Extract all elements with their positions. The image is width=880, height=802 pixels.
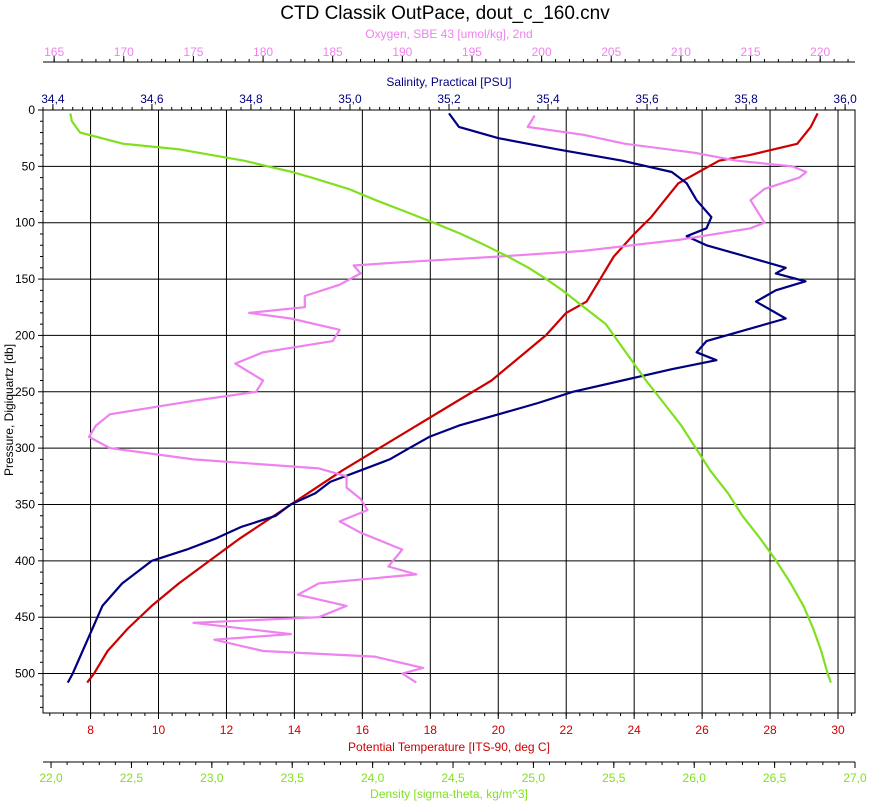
oxygen-axis: 165 170 175 180 185 190 195 200 205 210 215 220 Oxyg… bbox=[43, 27, 855, 63]
density-tick-label: 22,5 bbox=[120, 771, 144, 785]
temperature-tick-label: 24 bbox=[627, 723, 641, 737]
salinity-axis-label: Salinity, Practical [PSU] bbox=[386, 75, 511, 89]
oxygen-tick-label: 185 bbox=[323, 45, 343, 59]
oxygen-tick-label: 215 bbox=[741, 45, 761, 59]
oxygen-tick-label: 200 bbox=[532, 45, 552, 59]
salinity-tick-label: 35,8 bbox=[734, 92, 758, 106]
temperature-tick-label: 10 bbox=[152, 723, 166, 737]
temperature-tick-label: 14 bbox=[288, 723, 302, 737]
temperature-tick-label: 28 bbox=[763, 723, 777, 737]
oxygen-tick-label: 195 bbox=[462, 45, 482, 59]
density-tick-label: 26,0 bbox=[683, 771, 707, 785]
temperature-tick-label: 22 bbox=[560, 723, 574, 737]
y-tick-label: 50 bbox=[22, 159, 36, 173]
y-tick-label: 250 bbox=[15, 385, 35, 399]
oxygen-tick-label: 170 bbox=[114, 45, 134, 59]
temperature-tick-label: 20 bbox=[492, 723, 506, 737]
temperature-axis-label: Potential Temperature [ITS-90, deg C] bbox=[348, 740, 550, 754]
y-tick-label: 0 bbox=[28, 103, 35, 117]
temperature-tick-label: 18 bbox=[424, 723, 438, 737]
density-tick-label: 24,5 bbox=[441, 771, 465, 785]
oxygen-tick-label: 180 bbox=[253, 45, 273, 59]
temperature-profile-line bbox=[86, 112, 819, 684]
y-tick-label: 350 bbox=[15, 497, 35, 511]
salinity-tick-label: 36,0 bbox=[833, 92, 857, 106]
y-axis-label: Pressure, Digiquartz [db] bbox=[2, 344, 16, 476]
oxygen-tick-label: 205 bbox=[601, 45, 621, 59]
density-tick-label: 22,0 bbox=[39, 771, 63, 785]
y-tick-label: 500 bbox=[15, 667, 35, 681]
y-tick-label: 200 bbox=[15, 328, 35, 342]
density-axis-label: Density [sigma-theta, kg/m^3] bbox=[370, 787, 528, 801]
density-tick-label: 26,5 bbox=[763, 771, 787, 785]
oxygen-tick-label: 175 bbox=[183, 45, 203, 59]
y-tick-label: 300 bbox=[15, 441, 35, 455]
salinity-tick-label: 35,4 bbox=[536, 92, 560, 106]
salinity-tick-label: 35,6 bbox=[635, 92, 659, 106]
salinity-axis: 34,4 34,6 34,8 35,0 35,2 35,4 35,6 35,8 36,0 Sali… bbox=[41, 75, 857, 110]
density-tick-label: 25,5 bbox=[602, 771, 626, 785]
salinity-tick-label: 35,0 bbox=[338, 92, 362, 106]
chart-title: CTD Classik OutPace, dout_c_160.cnv bbox=[280, 3, 610, 24]
temperature-tick-label: 12 bbox=[220, 723, 234, 737]
salinity-tick-label: 34,6 bbox=[140, 92, 164, 106]
salinity-tick-label: 35,2 bbox=[437, 92, 461, 106]
density-tick-label: 25,0 bbox=[522, 771, 546, 785]
series-group bbox=[66, 112, 832, 684]
salinity-tick-label: 34,8 bbox=[239, 92, 263, 106]
density-profile-line bbox=[69, 113, 832, 683]
oxygen-axis-label: Oxygen, SBE 43 [umol/kg], 2nd bbox=[365, 27, 532, 41]
oxygen-tick-label: 220 bbox=[810, 45, 830, 59]
oxygen-tick-label: 210 bbox=[671, 45, 691, 59]
oxygen-tick-label: 165 bbox=[44, 45, 64, 59]
temperature-tick-label: 26 bbox=[695, 723, 709, 737]
plot-frame bbox=[42, 109, 856, 714]
density-tick-label: 24,0 bbox=[361, 771, 385, 785]
density-tick-label: 27,0 bbox=[843, 771, 867, 785]
density-tick-label: 23,0 bbox=[200, 771, 224, 785]
temperature-tick-label: 16 bbox=[356, 723, 370, 737]
density-tick-label: 23,5 bbox=[281, 771, 305, 785]
oxygen-tick-label: 190 bbox=[392, 45, 412, 59]
salinity-profile-line bbox=[66, 112, 807, 684]
y-tick-label: 100 bbox=[15, 216, 35, 230]
grid bbox=[43, 109, 855, 713]
y-tick-label: 450 bbox=[15, 610, 35, 624]
temperature-axis: 8 10 12 14 16 18 20 22 24 26 28 30 Potential Tempera… bbox=[49, 713, 853, 754]
salinity-tick-label: 34,4 bbox=[41, 92, 65, 106]
y-tick-label: 400 bbox=[15, 554, 35, 568]
density-axis: 22,0 22,5 23,0 23,5 24,0 24,5 25,0 25,5 26,0 26,5… bbox=[39, 761, 867, 801]
temperature-tick-label: 8 bbox=[87, 723, 94, 737]
temperature-tick-label: 30 bbox=[831, 723, 845, 737]
oxygen-profile-line bbox=[87, 115, 808, 684]
y-tick-label: 150 bbox=[15, 272, 35, 286]
